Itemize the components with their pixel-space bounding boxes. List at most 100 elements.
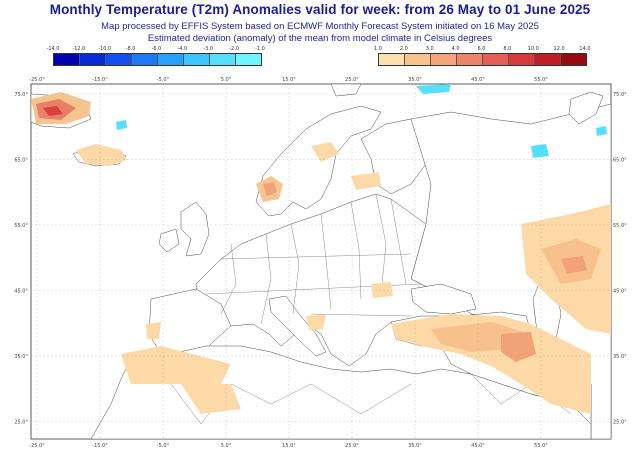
top-longitude-label: -25.0° <box>29 77 45 83</box>
ireland <box>158 228 180 253</box>
legend-swatch <box>483 54 509 65</box>
left-latitude-label: 75.0° <box>14 92 28 98</box>
anomaly-arctic <box>596 126 607 136</box>
top-longitude-label: 5.0° <box>221 77 232 83</box>
anomaly-russia-core <box>561 256 587 274</box>
top-longitude-label: 55.0° <box>534 77 548 83</box>
legend-tick-label: 12.0 <box>553 46 565 52</box>
legend-tick-label: -6.0 <box>151 46 162 52</box>
anomaly-greenland-sea <box>116 120 127 130</box>
map-subtitle-processing: Map processed by EFFIS System based on E… <box>101 21 539 32</box>
legend-tick-label: 4.0 <box>451 46 460 52</box>
legend-swatch <box>106 54 132 65</box>
legend-swatch <box>431 54 457 65</box>
great-britain <box>180 201 210 257</box>
anomaly-sahara <box>181 384 241 414</box>
anomaly-sweden <box>311 142 339 162</box>
right-latitude-label: 35.0° <box>613 354 627 360</box>
right-latitude-label: 65.0° <box>613 158 627 164</box>
legend-tick-label: -10.0 <box>98 46 112 52</box>
left-latitude-label: 65.0° <box>14 158 28 164</box>
legend-tick-label: 2.0 <box>399 46 408 52</box>
scandinavia <box>255 105 382 217</box>
anomaly-balkans <box>371 282 393 298</box>
border-line <box>260 233 272 325</box>
anomaly-urals <box>531 144 549 158</box>
legend-tick-label: 14.0 <box>579 46 591 52</box>
cold-anomaly-areas <box>116 84 607 158</box>
cold-legend-bar <box>53 53 262 66</box>
anomaly-italy <box>306 314 326 330</box>
bottom-longitude-label: 45.0° <box>471 443 485 449</box>
black-sea <box>410 283 477 315</box>
legend-swatch <box>80 54 106 65</box>
legend-tick-label: -12.0 <box>72 46 86 52</box>
legend-tick-label: 10.0 <box>527 46 539 52</box>
legend-swatch <box>509 54 535 65</box>
left-latitude-label: 35.0° <box>14 354 28 360</box>
top-longitude-label: -15.0° <box>92 77 108 83</box>
anomaly-norway-core <box>263 182 277 196</box>
legend-swatch <box>236 54 261 65</box>
top-longitude-label: 45.0° <box>471 77 485 83</box>
anomaly-caucasus <box>501 332 536 362</box>
right-latitude-label: 75.0° <box>613 92 627 98</box>
graticule <box>31 84 611 439</box>
bottom-longitude-label: 35.0° <box>408 443 422 449</box>
legend-tick-label: 8.0 <box>503 46 512 52</box>
right-latitude-label: 25.0° <box>613 420 627 426</box>
anomaly-north-africa-west <box>121 346 231 384</box>
legend-tick-label: 3.0 <box>425 46 434 52</box>
novaya-zemlya <box>568 91 604 125</box>
left-latitude-label: 25.0° <box>14 420 28 426</box>
legend-swatch <box>210 54 236 65</box>
legend-swatch <box>54 54 80 65</box>
legend-swatch <box>379 54 405 65</box>
left-latitude-label: 45.0° <box>14 289 28 295</box>
bottom-longitude-label: -25.0° <box>29 443 45 449</box>
legend-swatch <box>535 54 561 65</box>
legend-swatch <box>457 54 483 65</box>
legend-tick-label: 6.0 <box>477 46 486 52</box>
left-latitude-label: 55.0° <box>14 223 28 229</box>
top-longitude-label: 35.0° <box>408 77 422 83</box>
bottom-longitude-label: 55.0° <box>534 443 548 449</box>
top-longitude-label: 15.0° <box>282 77 296 83</box>
legend-tick-label: -14.0 <box>46 46 60 52</box>
legend-tick-label: -4.0 <box>177 46 188 52</box>
border-line <box>170 383 412 425</box>
border-line <box>320 213 332 310</box>
anomaly-iceland <box>76 144 127 166</box>
border-line <box>290 223 300 315</box>
legend-tick-label: 1.0 <box>374 46 382 52</box>
legend-swatch <box>561 54 586 65</box>
border-line <box>350 201 362 300</box>
anomaly-map: -25.0° -15.0° -5.0° 5.0° 15.0° 25.0° 35.0° 45.0… <box>14 77 627 449</box>
legend-tick-label: -2.0 <box>229 46 239 52</box>
warm-legend-bar <box>378 53 587 66</box>
legend-swatch <box>405 54 431 65</box>
top-longitude-label: 25.0° <box>345 77 359 83</box>
legend-tick-label: -3.0 <box>203 46 214 52</box>
italy <box>268 295 327 357</box>
anomaly-barents <box>416 84 451 94</box>
legend-swatch <box>132 54 158 65</box>
bottom-longitude-label: -5.0° <box>157 443 170 449</box>
anomaly-portugal <box>146 322 161 339</box>
right-latitude-label: 45.0° <box>613 289 627 295</box>
bottom-longitude-label: 15.0° <box>282 443 296 449</box>
bottom-longitude-label: 5.0° <box>221 443 232 449</box>
right-latitude-label: 55.0° <box>613 223 627 229</box>
legend-swatch <box>158 54 184 65</box>
bottom-longitude-label: 25.0° <box>345 443 359 449</box>
anomaly-greenland-core <box>43 106 63 116</box>
legend-tick-label: -8.0 <box>125 46 136 52</box>
top-longitude-label: -5.0° <box>157 77 170 83</box>
border-line <box>220 253 412 260</box>
border-line <box>375 193 387 295</box>
border-line <box>310 313 412 317</box>
map-subtitle-description: Estimated deviation (anomaly) of the mea… <box>147 33 493 44</box>
anomaly-finland <box>351 172 381 190</box>
coordinate-labels: -25.0° -15.0° -5.0° 5.0° 15.0° 25.0° 35.0° 45.0… <box>14 77 627 449</box>
border-line <box>390 198 407 285</box>
